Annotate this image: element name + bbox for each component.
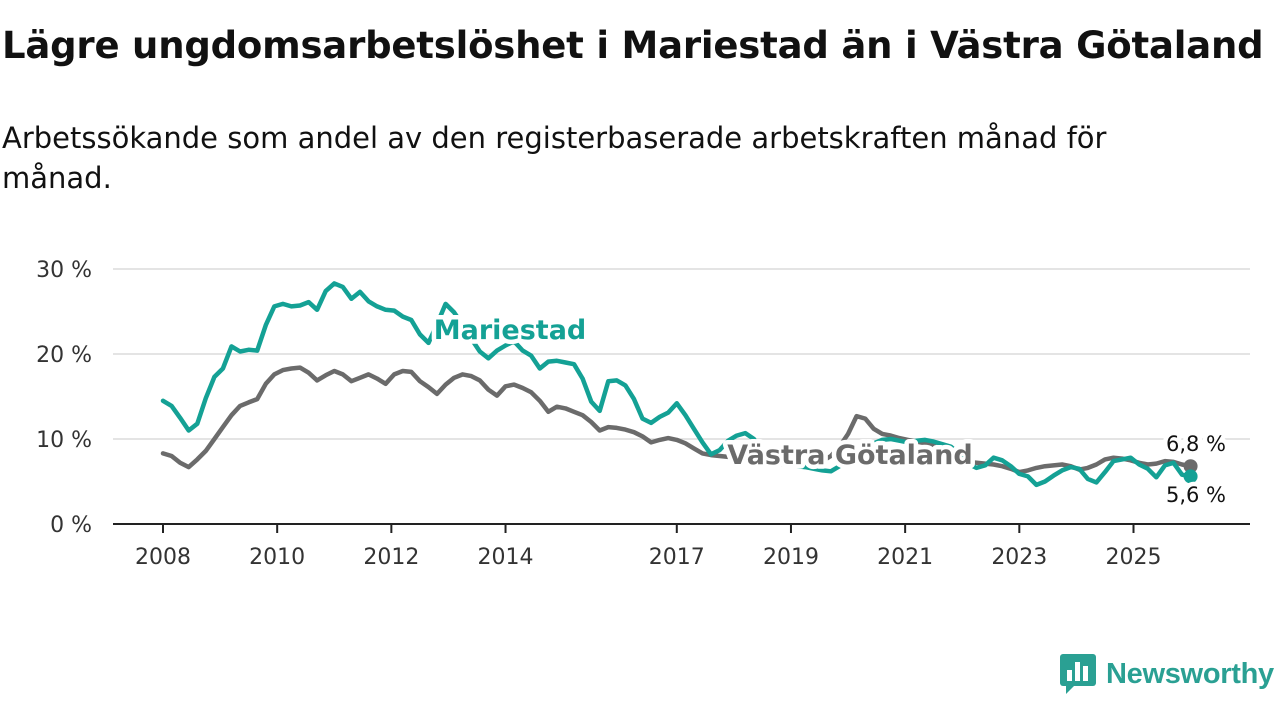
y-tick-label: 20 % <box>36 343 92 368</box>
brand-name: Newsworthy <box>1106 657 1274 690</box>
chart-title: Lägre ungdomsarbetslöshet i Mariestad än… <box>2 24 1264 67</box>
y-tick-label: 30 % <box>36 258 92 283</box>
series-lines <box>160 281 1193 488</box>
end-label-vastra-gotaland: 6,8 % <box>1166 432 1226 456</box>
grid-lines <box>113 268 1250 440</box>
end-label-mariestad: 5,6 % <box>1166 483 1226 507</box>
newsworthy-logo: Newsworthy <box>1060 654 1274 694</box>
y-tick-label: 10 % <box>36 428 92 453</box>
series-line-mariestad <box>160 281 1193 488</box>
chart-subtitle: Arbetssökande som andel av den registerb… <box>2 121 1107 195</box>
series-label-mariestad: Mariestad <box>434 315 587 346</box>
x-tick-label: 2012 <box>363 545 419 570</box>
series-line-vastra-gotaland <box>160 365 1193 475</box>
chart-annotations: Mariestad Västra Götaland 6,8 % 5,6 % <box>429 311 1230 512</box>
x-tick-label: 2019 <box>763 545 819 570</box>
x-tick-label: 2023 <box>991 545 1047 570</box>
x-tick-label: 2008 <box>135 545 191 570</box>
end-point-vastra-gotaland <box>1183 459 1198 474</box>
series-label-vastra-gotaland: Västra Götaland <box>727 440 972 471</box>
y-axis-tick-labels: 0 % 10 % 20 % 30 % <box>36 258 92 538</box>
x-tick-label: 2017 <box>649 545 705 570</box>
x-tick-label: 2025 <box>1105 545 1161 570</box>
end-point-mariestad <box>1183 469 1198 484</box>
newsworthy-logo-icon <box>1060 654 1096 694</box>
y-tick-label: 0 % <box>50 513 92 538</box>
x-tick-label: 2014 <box>478 545 534 570</box>
x-tick-label: 2021 <box>877 545 933 570</box>
x-axis-ticks: 2008 2010 2012 2014 2017 2019 2021 2023 2025 <box>135 524 1161 570</box>
x-tick-label: 2010 <box>249 545 305 570</box>
